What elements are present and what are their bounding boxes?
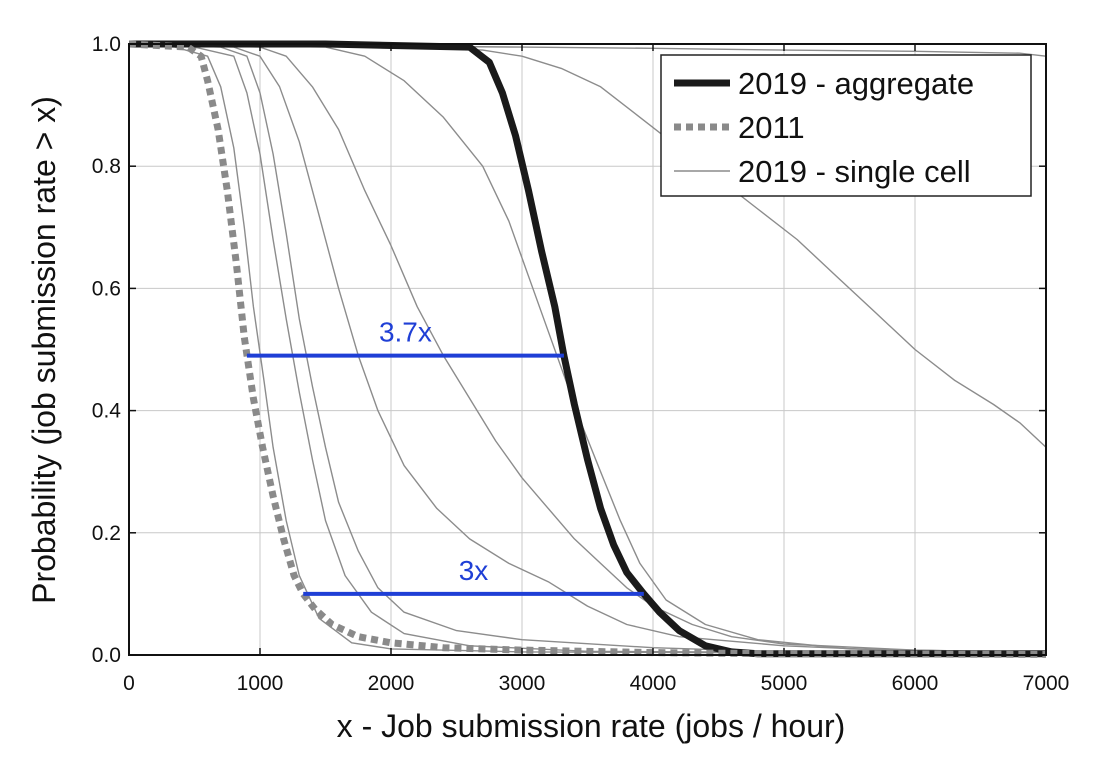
legend-label-aggregate: 2019 - aggregate: [738, 66, 974, 101]
series-line-1: [128, 40, 1047, 658]
annotation-label-1: 3x: [459, 555, 489, 586]
annotations: 3.7x 3x: [246, 317, 644, 596]
series-line-2: [128, 43, 1047, 655]
x-tick-label: 2000: [368, 672, 415, 695]
series-line-4: [128, 43, 1047, 655]
series-line-3: [128, 43, 1047, 655]
x-tick-label: 7000: [1023, 672, 1070, 695]
x-tick-label: 5000: [761, 672, 808, 695]
y-tick-label: 0.6: [92, 277, 121, 300]
series-line-7: [128, 43, 1047, 654]
y-tick-label: 0.0: [92, 644, 121, 667]
y-tick-label: 0.8: [92, 155, 121, 178]
x-tick-label: 4000: [630, 672, 677, 695]
x-tick-label: 6000: [892, 672, 939, 695]
plot-frame: [128, 43, 1047, 656]
x-tick-label: 0: [123, 672, 135, 695]
y-axis-title: Probability (job submission rate > x): [26, 96, 62, 604]
x-axis-title: x - Job submission rate (jobs / hour): [337, 708, 846, 744]
series-line-5: [128, 43, 1047, 654]
axis-ticks: 0 1000 2000 3000 4000 5000 6000 7000 0.0 0.2 0.4 0.…: [92, 33, 1070, 695]
legend: 2019 - aggregate 2011 2019 - single cell: [660, 54, 1032, 197]
y-tick-label: 0.4: [92, 400, 122, 423]
annotation-label-0: 3.7x: [379, 317, 432, 348]
legend-label-2011: 2011: [738, 110, 805, 145]
x-tick-label: 1000: [237, 672, 284, 695]
y-tick-label: 0.2: [92, 522, 121, 545]
series-line-6: [128, 43, 1047, 654]
legend-label-single-cell: 2019 - single cell: [738, 154, 971, 189]
series-line-0: [129, 40, 1046, 658]
y-tick-label: 1.0: [92, 33, 121, 56]
x-tick-label: 3000: [499, 672, 546, 695]
